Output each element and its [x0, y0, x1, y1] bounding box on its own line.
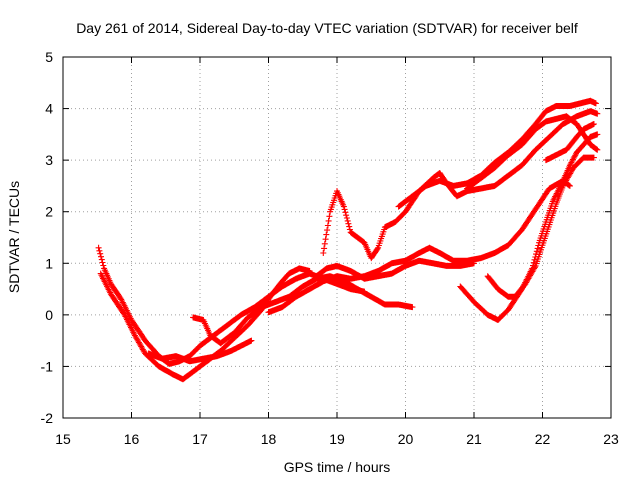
- y-axis-label: SDTVAR / TECUs: [6, 181, 22, 293]
- series-track-3: [145, 337, 255, 365]
- series-track-9: [320, 108, 601, 262]
- plot-frame: [62, 56, 612, 419]
- x-tick-label: 16: [124, 431, 140, 447]
- series-track-12: [542, 121, 597, 164]
- plus-marker-trace: [313, 257, 477, 282]
- plus-marker-trace: [265, 177, 573, 316]
- y-tick-label: -1: [41, 358, 54, 374]
- series-track-11: [464, 113, 601, 192]
- plus-marker-trace: [464, 113, 601, 192]
- x-tick-label: 22: [535, 431, 551, 447]
- series-track-6: [313, 257, 477, 282]
- y-tick-label: 4: [45, 101, 53, 117]
- y-tick-label: 3: [45, 152, 53, 168]
- y-tick-label: 2: [45, 204, 53, 220]
- plus-marker-trace: [190, 273, 416, 347]
- x-tick-label: 15: [55, 431, 71, 447]
- y-tick-label: -2: [41, 410, 54, 426]
- series-track-8: [484, 154, 597, 300]
- chart-title: Day 261 of 2014, Sidereal Day-to-day VTE…: [76, 20, 578, 36]
- x-tick-label: 21: [466, 431, 482, 447]
- series-track-4: [190, 273, 416, 347]
- x-tick-label: 19: [329, 431, 345, 447]
- y-tick-label: 0: [45, 307, 53, 323]
- x-tick-label: 18: [261, 431, 277, 447]
- x-axis-label: GPS time / hours: [284, 459, 391, 475]
- y-tick-label: 1: [45, 255, 53, 271]
- plus-marker-trace: [542, 121, 597, 164]
- x-tick-label: 20: [398, 431, 414, 447]
- data-series: [95, 97, 601, 383]
- axis-ticks: [62, 56, 612, 419]
- y-tick-label: 5: [45, 49, 53, 65]
- plus-marker-trace: [145, 337, 255, 365]
- x-tick-label: 23: [603, 431, 619, 447]
- plus-marker-trace: [484, 154, 597, 300]
- plus-marker-trace: [320, 108, 601, 262]
- grid: [63, 57, 611, 418]
- series-track-5: [265, 177, 573, 316]
- x-tick-label: 17: [192, 431, 208, 447]
